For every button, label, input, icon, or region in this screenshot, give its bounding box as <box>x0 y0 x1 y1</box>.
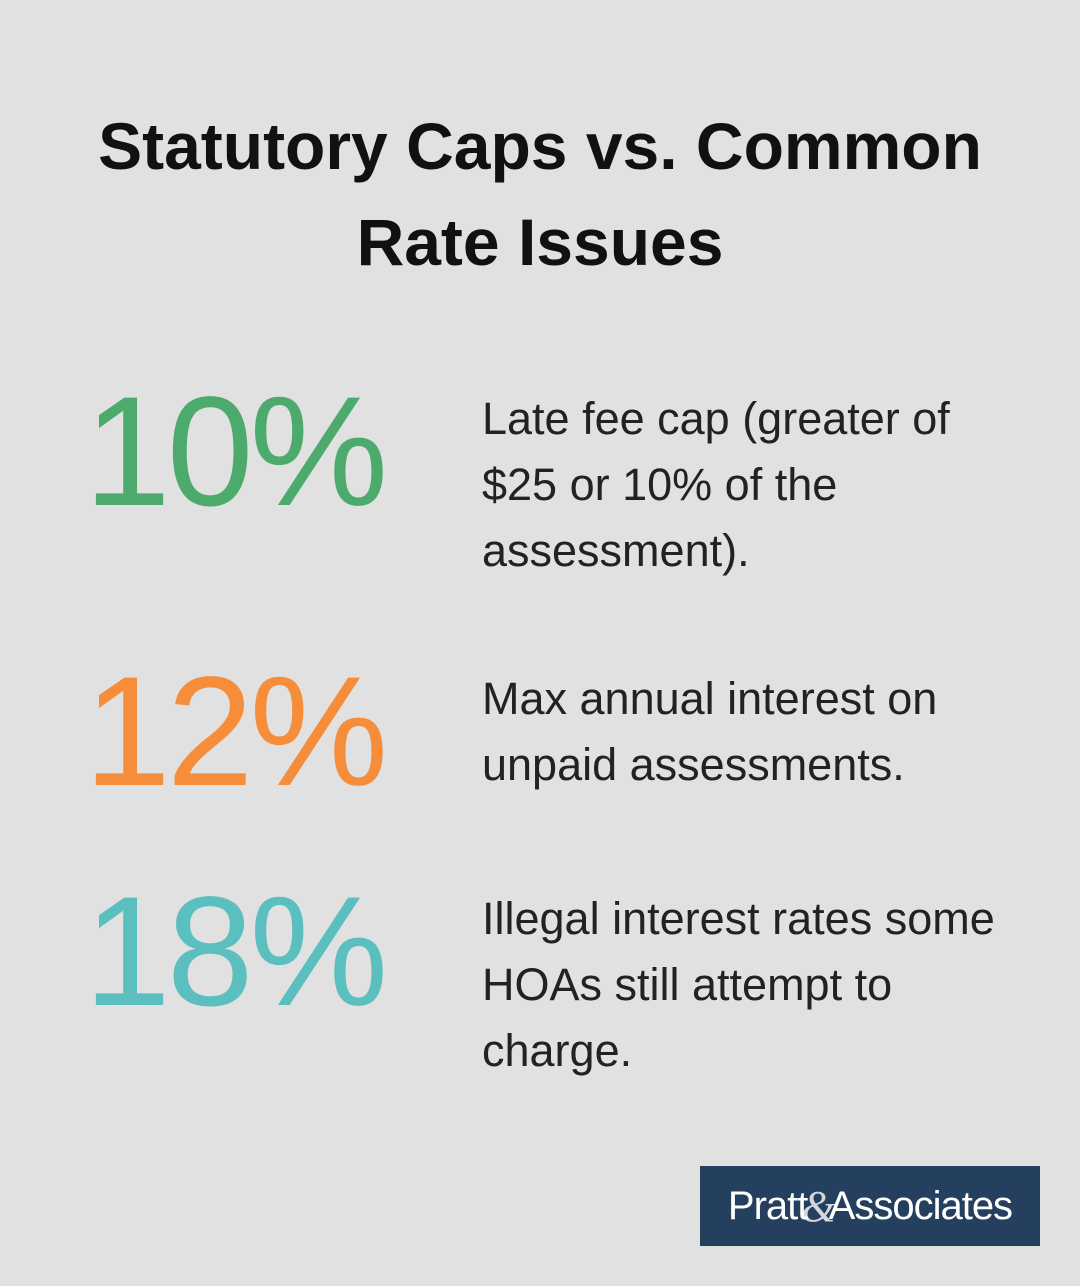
stat-value: 12% <box>84 645 388 819</box>
logo-text: Associates <box>828 1183 1013 1228</box>
logo-ampersand: & <box>801 1181 835 1231</box>
stat-value: 18% <box>84 865 388 1039</box>
stat-description: Late fee cap (greater of $25 or 10% of t… <box>482 393 950 576</box>
title: Statutory Caps vs. Common Rate Issues <box>98 109 982 279</box>
logo: Pratt & Associates <box>700 1166 1040 1246</box>
stat-description: Max annual interest on unpaid assessment… <box>482 673 938 790</box>
stat-description: Illegal interest rates some HOAs still a… <box>482 893 995 1076</box>
stat-value: 10% <box>84 365 388 539</box>
logo-text: Pratt <box>727 1183 808 1228</box>
